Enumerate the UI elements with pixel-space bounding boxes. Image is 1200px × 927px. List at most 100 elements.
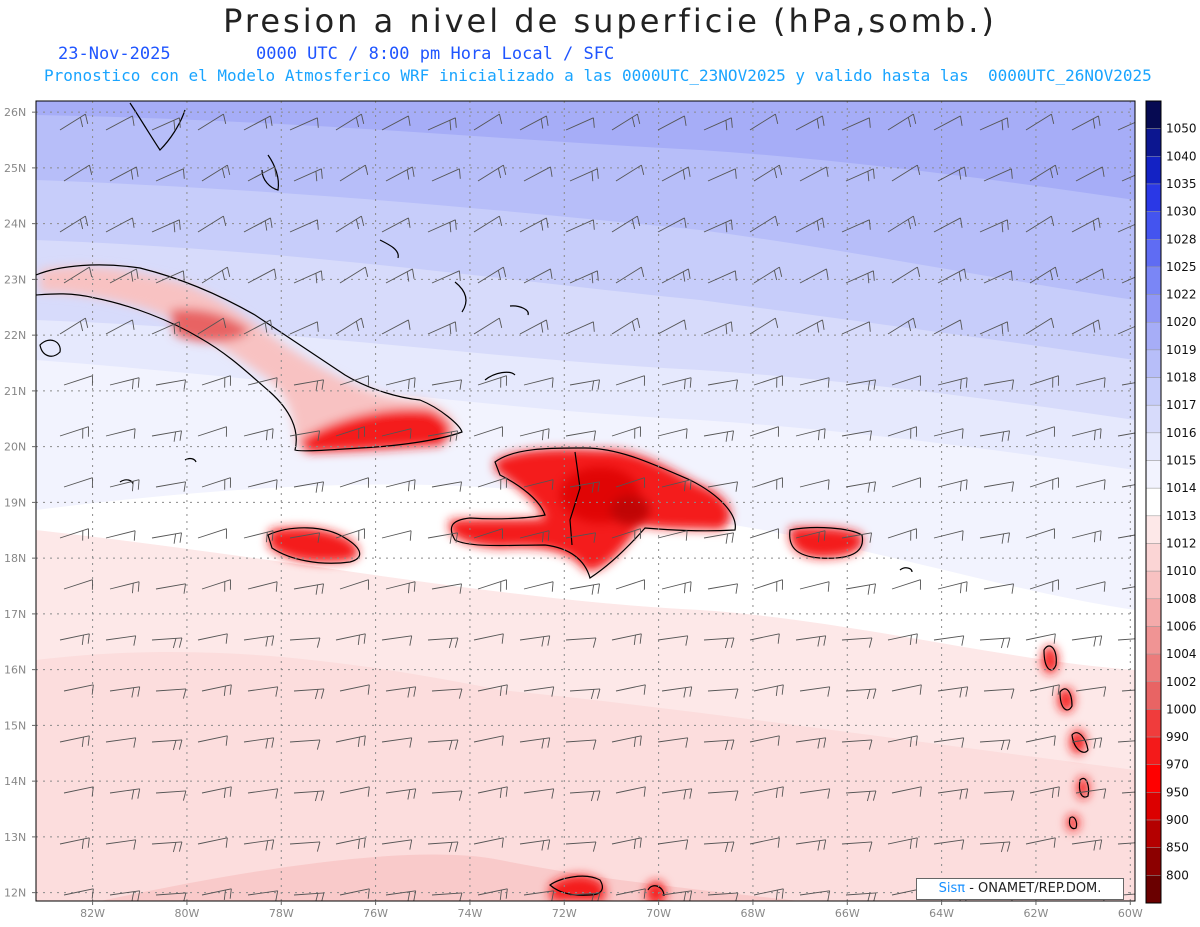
wind-barb [937, 268, 967, 284]
wind-barb [707, 790, 739, 801]
colorbar-box [1145, 764, 1162, 793]
wind-barb [707, 583, 738, 594]
colorbar-box [1145, 321, 1162, 351]
wind-barb [59, 528, 89, 541]
colorbar-label: 1022 [1166, 288, 1197, 302]
wind-barb [1025, 735, 1056, 746]
wind-barb [339, 477, 369, 488]
wind-barb [707, 168, 737, 182]
wind-barb [657, 217, 687, 233]
wind-barb [983, 688, 1015, 699]
wind-barb [473, 317, 503, 335]
colorbar-label: 950 [1166, 785, 1189, 799]
lat-label: 20N [4, 441, 26, 454]
wind-barb [59, 735, 90, 747]
wind-barb [151, 219, 181, 233]
wind-barb [749, 735, 780, 746]
wind-barb [427, 430, 458, 442]
coastlines [36, 102, 1090, 897]
wind-barb [477, 684, 508, 696]
wind-barb [753, 477, 783, 490]
wind-barb [473, 837, 504, 848]
wind-barb [381, 839, 413, 850]
wind-barb [519, 428, 550, 441]
colorbar-box [1145, 183, 1162, 212]
wind-barb [611, 735, 642, 747]
wind-barb [933, 428, 964, 439]
wind-barb [63, 579, 93, 590]
wind-barb [615, 888, 646, 899]
wind-barb [1117, 638, 1135, 641]
colorbar-box [1145, 847, 1162, 876]
wind-barb [1121, 484, 1135, 488]
wind-barb [1029, 375, 1059, 388]
wind-barb [1117, 121, 1135, 131]
lon-label: 60W [1118, 907, 1143, 920]
colorbar-label: 1013 [1166, 509, 1197, 523]
wind-barb [749, 215, 779, 233]
wind-barb [519, 217, 549, 233]
wind-barb [289, 841, 321, 852]
wind-barb [565, 637, 597, 648]
wind-barb [243, 428, 274, 441]
lon-label: 72W [552, 907, 577, 920]
wind-barb [289, 430, 320, 441]
wind-barb [293, 481, 324, 493]
wind-barb [63, 266, 93, 284]
colorbar-label: 1020 [1166, 315, 1197, 329]
lat-label: 26N [4, 106, 26, 119]
wind-barb [565, 430, 596, 441]
map-title: Presion a nivel de superficie (hPa,somb.… [223, 2, 997, 40]
wind-barb [569, 688, 601, 700]
wind-barb [523, 890, 555, 901]
lat-label: 14N [4, 775, 26, 788]
wind-barb [707, 688, 739, 699]
colorbar-label: 1006 [1166, 619, 1197, 633]
wind-barb [523, 686, 555, 697]
wind-barb [477, 888, 508, 900]
lat-label: 12N [4, 887, 26, 900]
wind-barb [523, 479, 554, 490]
colorbar-box [1145, 460, 1162, 489]
wind-barb [891, 375, 921, 386]
wind-barb [657, 428, 688, 439]
wind-barb [841, 219, 871, 233]
wind-barb [381, 319, 411, 335]
wind-barb [615, 375, 645, 386]
wind-barb [891, 266, 921, 284]
colorbar-box [1145, 709, 1162, 738]
wind-barb [59, 113, 89, 131]
wind-barb [381, 115, 411, 131]
wind-barb [841, 739, 873, 750]
wind-barb [983, 583, 1014, 594]
wind-barb [661, 268, 691, 284]
wind-barb [197, 633, 228, 644]
pressure-colorbar: 1050 1040 1035 1030 1028 1025 1022 1020 1019 1018… [1145, 100, 1197, 904]
wind-barb [979, 117, 1009, 131]
wind-barb [59, 426, 89, 439]
lat-label: 17N [4, 608, 26, 621]
wind-barb [105, 530, 136, 541]
wind-barb [565, 117, 595, 131]
wind-barb [1025, 426, 1055, 437]
wind-barb [615, 684, 646, 695]
wind-barb [703, 117, 733, 131]
colorbar-box [1145, 736, 1162, 765]
wind-barb [519, 839, 551, 851]
wind-barb [293, 583, 324, 595]
wind-barb [887, 317, 917, 335]
colorbar-box [1145, 239, 1162, 268]
wind-barb [1025, 837, 1056, 848]
wind-barb [473, 528, 503, 539]
wind-barb [845, 481, 876, 493]
wind-barb [63, 164, 93, 182]
wind-barb [979, 321, 1009, 335]
wind-barb [477, 477, 507, 490]
wind-barb [197, 837, 228, 848]
wind-barb [1071, 737, 1103, 749]
wind-barb [661, 377, 692, 390]
wind-barb [473, 215, 503, 233]
wind-barb [1025, 113, 1055, 131]
colorbar-box [1145, 819, 1162, 848]
wind-barb [887, 426, 917, 439]
